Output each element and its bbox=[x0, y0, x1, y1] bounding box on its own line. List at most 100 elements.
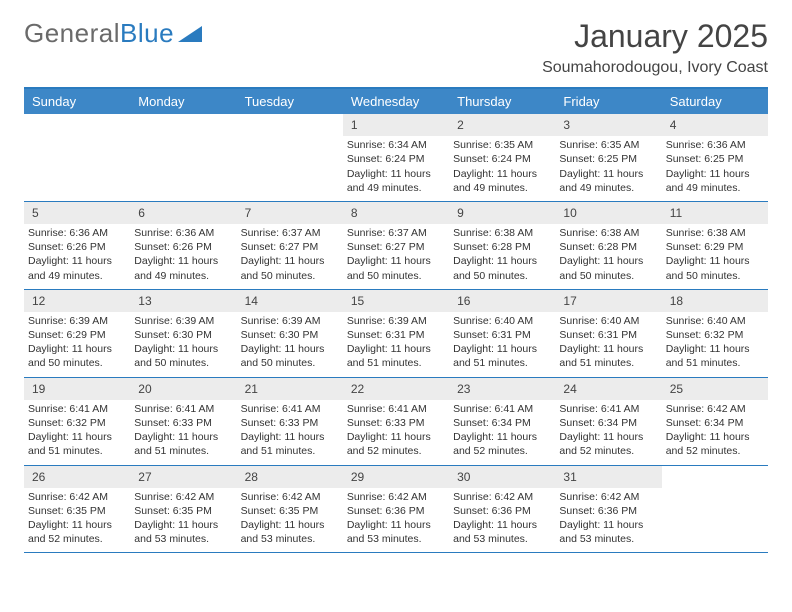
sunset-line: Sunset: 6:26 PM bbox=[134, 240, 230, 254]
sunrise-line: Sunrise: 6:41 AM bbox=[134, 402, 230, 416]
sunset-line: Sunset: 6:24 PM bbox=[347, 152, 443, 166]
day-cell: 23Sunrise: 6:41 AMSunset: 6:34 PMDayligh… bbox=[449, 378, 555, 465]
sunset-line: Sunset: 6:27 PM bbox=[241, 240, 337, 254]
day-detail: Sunrise: 6:42 AMSunset: 6:35 PMDaylight:… bbox=[24, 490, 130, 547]
daylight-line: Daylight: 11 hours and 50 minutes. bbox=[241, 254, 337, 282]
daylight-line: Daylight: 11 hours and 50 minutes. bbox=[453, 254, 549, 282]
day-detail: Sunrise: 6:39 AMSunset: 6:31 PMDaylight:… bbox=[343, 314, 449, 371]
sunset-line: Sunset: 6:25 PM bbox=[666, 152, 762, 166]
weekday-monday: Monday bbox=[130, 89, 236, 114]
day-cell: 17Sunrise: 6:40 AMSunset: 6:31 PMDayligh… bbox=[555, 290, 661, 377]
logo-text-1: General bbox=[24, 18, 120, 49]
sunset-line: Sunset: 6:29 PM bbox=[666, 240, 762, 254]
day-detail: Sunrise: 6:40 AMSunset: 6:31 PMDaylight:… bbox=[449, 314, 555, 371]
sunset-line: Sunset: 6:26 PM bbox=[28, 240, 124, 254]
day-detail: Sunrise: 6:34 AMSunset: 6:24 PMDaylight:… bbox=[343, 138, 449, 195]
calendar: SundayMondayTuesdayWednesdayThursdayFrid… bbox=[24, 87, 768, 553]
day-number: 2 bbox=[449, 114, 555, 136]
day-number: 20 bbox=[130, 378, 236, 400]
day-cell: 26Sunrise: 6:42 AMSunset: 6:35 PMDayligh… bbox=[24, 466, 130, 553]
sunrise-line: Sunrise: 6:40 AM bbox=[453, 314, 549, 328]
day-detail: Sunrise: 6:41 AMSunset: 6:33 PMDaylight:… bbox=[130, 402, 236, 459]
daylight-line: Daylight: 11 hours and 50 minutes. bbox=[347, 254, 443, 282]
day-detail: Sunrise: 6:36 AMSunset: 6:26 PMDaylight:… bbox=[130, 226, 236, 283]
day-number: 31 bbox=[555, 466, 661, 488]
day-cell: 27Sunrise: 6:42 AMSunset: 6:35 PMDayligh… bbox=[130, 466, 236, 553]
day-cell: 12Sunrise: 6:39 AMSunset: 6:29 PMDayligh… bbox=[24, 290, 130, 377]
daylight-line: Daylight: 11 hours and 53 minutes. bbox=[559, 518, 655, 546]
sunrise-line: Sunrise: 6:42 AM bbox=[453, 490, 549, 504]
sunset-line: Sunset: 6:35 PM bbox=[134, 504, 230, 518]
day-cell: 25Sunrise: 6:42 AMSunset: 6:34 PMDayligh… bbox=[662, 378, 768, 465]
sunset-line: Sunset: 6:35 PM bbox=[28, 504, 124, 518]
day-cell: 29Sunrise: 6:42 AMSunset: 6:36 PMDayligh… bbox=[343, 466, 449, 553]
daylight-line: Daylight: 11 hours and 51 minutes. bbox=[666, 342, 762, 370]
daylight-line: Daylight: 11 hours and 53 minutes. bbox=[453, 518, 549, 546]
day-cell: 19Sunrise: 6:41 AMSunset: 6:32 PMDayligh… bbox=[24, 378, 130, 465]
empty-cell bbox=[237, 114, 343, 201]
day-number: 18 bbox=[662, 290, 768, 312]
sunrise-line: Sunrise: 6:35 AM bbox=[453, 138, 549, 152]
sunset-line: Sunset: 6:33 PM bbox=[134, 416, 230, 430]
sunset-line: Sunset: 6:35 PM bbox=[241, 504, 337, 518]
day-detail: Sunrise: 6:42 AMSunset: 6:36 PMDaylight:… bbox=[449, 490, 555, 547]
weekday-header: SundayMondayTuesdayWednesdayThursdayFrid… bbox=[24, 89, 768, 114]
day-number: 16 bbox=[449, 290, 555, 312]
logo-text-2: Blue bbox=[120, 18, 174, 49]
sunrise-line: Sunrise: 6:38 AM bbox=[453, 226, 549, 240]
sunset-line: Sunset: 6:24 PM bbox=[453, 152, 549, 166]
sunset-line: Sunset: 6:36 PM bbox=[559, 504, 655, 518]
day-detail: Sunrise: 6:39 AMSunset: 6:29 PMDaylight:… bbox=[24, 314, 130, 371]
sunrise-line: Sunrise: 6:35 AM bbox=[559, 138, 655, 152]
day-cell: 8Sunrise: 6:37 AMSunset: 6:27 PMDaylight… bbox=[343, 202, 449, 289]
daylight-line: Daylight: 11 hours and 53 minutes. bbox=[134, 518, 230, 546]
day-number: 1 bbox=[343, 114, 449, 136]
sunset-line: Sunset: 6:36 PM bbox=[347, 504, 443, 518]
day-detail: Sunrise: 6:39 AMSunset: 6:30 PMDaylight:… bbox=[237, 314, 343, 371]
day-detail: Sunrise: 6:42 AMSunset: 6:36 PMDaylight:… bbox=[555, 490, 661, 547]
day-cell: 13Sunrise: 6:39 AMSunset: 6:30 PMDayligh… bbox=[130, 290, 236, 377]
day-detail: Sunrise: 6:42 AMSunset: 6:35 PMDaylight:… bbox=[130, 490, 236, 547]
sunset-line: Sunset: 6:32 PM bbox=[666, 328, 762, 342]
day-number: 25 bbox=[662, 378, 768, 400]
logo-triangle-icon bbox=[178, 24, 204, 44]
day-number: 19 bbox=[24, 378, 130, 400]
day-detail: Sunrise: 6:40 AMSunset: 6:32 PMDaylight:… bbox=[662, 314, 768, 371]
day-number: 24 bbox=[555, 378, 661, 400]
day-cell: 3Sunrise: 6:35 AMSunset: 6:25 PMDaylight… bbox=[555, 114, 661, 201]
sunrise-line: Sunrise: 6:42 AM bbox=[559, 490, 655, 504]
day-cell: 11Sunrise: 6:38 AMSunset: 6:29 PMDayligh… bbox=[662, 202, 768, 289]
weekday-friday: Friday bbox=[555, 89, 661, 114]
day-cell: 21Sunrise: 6:41 AMSunset: 6:33 PMDayligh… bbox=[237, 378, 343, 465]
daylight-line: Daylight: 11 hours and 49 minutes. bbox=[559, 167, 655, 195]
day-number: 29 bbox=[343, 466, 449, 488]
daylight-line: Daylight: 11 hours and 50 minutes. bbox=[559, 254, 655, 282]
day-detail: Sunrise: 6:40 AMSunset: 6:31 PMDaylight:… bbox=[555, 314, 661, 371]
daylight-line: Daylight: 11 hours and 51 minutes. bbox=[559, 342, 655, 370]
day-number: 11 bbox=[662, 202, 768, 224]
sunrise-line: Sunrise: 6:42 AM bbox=[347, 490, 443, 504]
day-detail: Sunrise: 6:38 AMSunset: 6:28 PMDaylight:… bbox=[449, 226, 555, 283]
day-number: 30 bbox=[449, 466, 555, 488]
day-number: 15 bbox=[343, 290, 449, 312]
day-cell: 9Sunrise: 6:38 AMSunset: 6:28 PMDaylight… bbox=[449, 202, 555, 289]
sunset-line: Sunset: 6:32 PM bbox=[28, 416, 124, 430]
sunrise-line: Sunrise: 6:39 AM bbox=[241, 314, 337, 328]
daylight-line: Daylight: 11 hours and 49 minutes. bbox=[28, 254, 124, 282]
sunset-line: Sunset: 6:29 PM bbox=[28, 328, 124, 342]
day-cell: 22Sunrise: 6:41 AMSunset: 6:33 PMDayligh… bbox=[343, 378, 449, 465]
day-number: 26 bbox=[24, 466, 130, 488]
day-cell: 5Sunrise: 6:36 AMSunset: 6:26 PMDaylight… bbox=[24, 202, 130, 289]
weekday-thursday: Thursday bbox=[449, 89, 555, 114]
weekday-saturday: Saturday bbox=[662, 89, 768, 114]
day-cell: 2Sunrise: 6:35 AMSunset: 6:24 PMDaylight… bbox=[449, 114, 555, 201]
day-detail: Sunrise: 6:42 AMSunset: 6:36 PMDaylight:… bbox=[343, 490, 449, 547]
day-detail: Sunrise: 6:36 AMSunset: 6:26 PMDaylight:… bbox=[24, 226, 130, 283]
sunset-line: Sunset: 6:28 PM bbox=[559, 240, 655, 254]
sunrise-line: Sunrise: 6:42 AM bbox=[666, 402, 762, 416]
weekday-wednesday: Wednesday bbox=[343, 89, 449, 114]
day-detail: Sunrise: 6:38 AMSunset: 6:29 PMDaylight:… bbox=[662, 226, 768, 283]
day-number: 17 bbox=[555, 290, 661, 312]
daylight-line: Daylight: 11 hours and 52 minutes. bbox=[453, 430, 549, 458]
day-detail: Sunrise: 6:35 AMSunset: 6:25 PMDaylight:… bbox=[555, 138, 661, 195]
